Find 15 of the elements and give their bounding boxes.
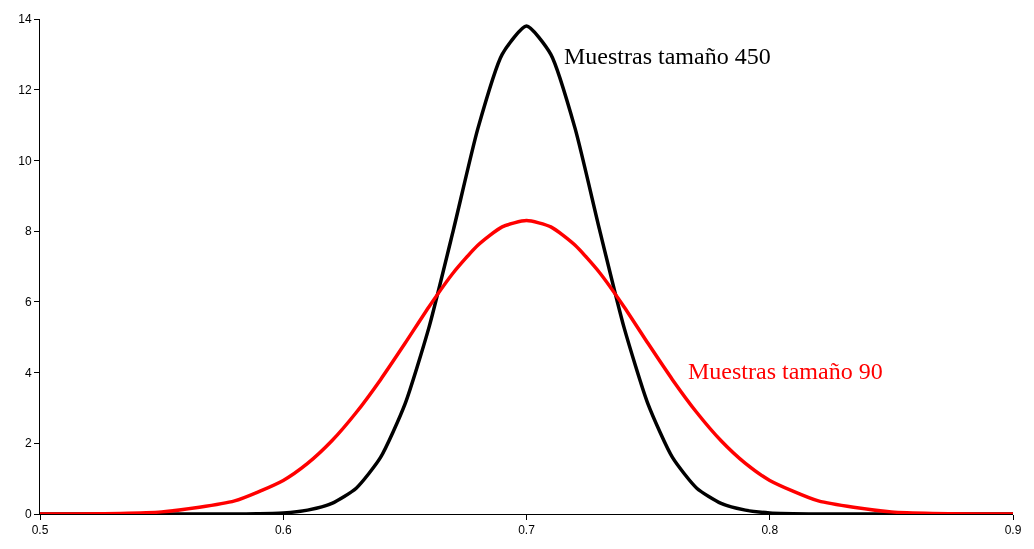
- y-tick-label: 12: [18, 82, 32, 97]
- y-tick-label: 2: [24, 436, 32, 451]
- x-tick-label: 0.6: [274, 523, 292, 538]
- y-tick-label: 10: [18, 153, 32, 168]
- x-tick-label: 0.7: [518, 523, 536, 538]
- x-tick-label: 0.8: [761, 523, 779, 538]
- y-tick-label: 4: [24, 365, 32, 380]
- y-tick-label: 8: [24, 224, 32, 239]
- x-tick-label: 0.5: [31, 523, 49, 538]
- y-tick-label: 14: [18, 12, 32, 27]
- annotation: Muestras tamaño 90: [688, 358, 883, 384]
- y-tick-label: 0: [24, 507, 32, 522]
- x-tick-label: 0.9: [1004, 523, 1022, 538]
- annotation: Muestras tamaño 450: [564, 43, 771, 69]
- y-tick-label: 6: [24, 295, 32, 310]
